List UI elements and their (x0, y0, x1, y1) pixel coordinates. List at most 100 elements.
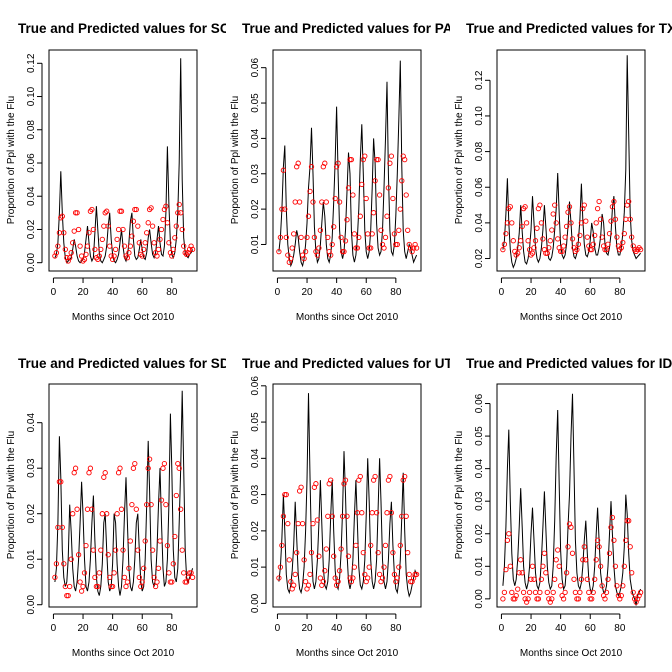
predicted-point (175, 210, 181, 216)
predicted-point (115, 470, 122, 476)
predicted-point (71, 470, 77, 476)
y-tick-label: 0.01 (26, 549, 37, 569)
x-tick-label: 20 (301, 623, 313, 634)
predicted-point (594, 205, 601, 212)
predicted-point (104, 511, 110, 517)
predicted-point (189, 574, 196, 581)
predicted-point (407, 578, 414, 585)
y-tick-label: 0.01 (474, 556, 485, 576)
y-axis-label: Proportion of Ppl with the Flu (230, 431, 241, 559)
predicted-point (292, 571, 298, 578)
predicted-point (507, 204, 513, 210)
y-tick-label: 0.06 (26, 153, 37, 173)
predicted-point (183, 579, 190, 585)
predicted-point (313, 481, 319, 487)
predicted-point (382, 234, 389, 241)
predicted-point (405, 549, 411, 556)
predicted-point (135, 223, 141, 229)
predicted-point (603, 589, 610, 596)
predicted-point (59, 213, 65, 219)
predicted-point (544, 589, 550, 596)
predicted-point (602, 596, 608, 602)
predicted-point (95, 583, 101, 590)
predicted-point (575, 596, 582, 602)
predicted-point (523, 599, 530, 605)
predicted-point (550, 589, 556, 596)
predicted-point (621, 230, 627, 237)
predicted-point (543, 570, 549, 576)
predicted-point (375, 549, 381, 556)
x-tick-label: 80 (390, 287, 402, 298)
predicted-point (152, 250, 159, 256)
predicted-point (368, 542, 374, 549)
predicted-point (372, 473, 378, 480)
predicted-point (351, 564, 358, 570)
predicted-point (568, 220, 574, 226)
predicted-point (599, 234, 605, 240)
predicted-point (575, 241, 582, 247)
predicted-point (399, 178, 405, 184)
predicted-point (369, 231, 375, 237)
predicted-point (353, 245, 359, 251)
plot-data (52, 58, 196, 264)
predicted-point (354, 245, 361, 251)
predicted-point (391, 231, 398, 237)
predicted-point (179, 547, 185, 553)
predicted-point (353, 542, 359, 549)
predicted-point (594, 537, 601, 543)
predicted-point (331, 553, 337, 559)
predicted-point (555, 236, 561, 242)
panel-pa: True and Predicted values for PA Months … (230, 21, 450, 323)
predicted-point (378, 227, 384, 233)
predicted-point (350, 575, 356, 581)
predicted-point (133, 506, 139, 512)
predicted-point (112, 547, 119, 553)
predicted-point (552, 576, 558, 582)
predicted-point (362, 153, 368, 159)
predicted-point (522, 596, 528, 602)
predicted-point (132, 206, 138, 213)
predicted-point (397, 206, 403, 212)
y-axis-label: Proportion of Ppl with the Flu (230, 96, 241, 224)
predicted-point (280, 513, 287, 519)
predicted-point (593, 557, 599, 563)
predicted-point (89, 206, 95, 213)
y-tick-label: 0.03 (474, 491, 485, 511)
predicted-point (186, 570, 193, 576)
predicted-point (308, 164, 315, 170)
predicted-point (304, 234, 310, 241)
predicted-point (528, 576, 534, 582)
predicted-point (403, 513, 409, 519)
predicted-point (189, 246, 196, 253)
predicted-point (633, 599, 639, 605)
predicted-point (525, 596, 531, 602)
predicted-point (620, 583, 626, 589)
predicted-point (565, 544, 571, 550)
predicted-point (553, 557, 559, 563)
predicted-point (130, 465, 137, 471)
predicted-point (555, 547, 561, 553)
predicted-point (596, 198, 602, 205)
predicted-point (627, 216, 633, 222)
x-tick-label: 60 (137, 623, 149, 634)
predicted-point (342, 238, 349, 244)
predicted-point (151, 574, 157, 581)
predicted-point (526, 589, 533, 596)
y-tick-label: 0.12 (26, 53, 37, 73)
predicted-point (387, 473, 393, 480)
predicted-point (298, 484, 304, 490)
predicted-point (596, 544, 602, 550)
predicted-point (405, 227, 411, 233)
y-tick-label: 0.02 (250, 199, 261, 219)
predicted-point (504, 537, 511, 543)
predicted-point (537, 589, 543, 596)
predicted-point (141, 565, 147, 571)
predicted-point (547, 599, 553, 605)
predicted-point (96, 570, 102, 576)
predicted-point (145, 220, 151, 226)
panel-title: True and Predicted values for UT (242, 356, 454, 371)
predicted-point (276, 248, 282, 255)
predicted-point (394, 575, 400, 581)
predicted-point (583, 557, 589, 563)
y-axis-label: Proportion of Ppl with the Flu (6, 96, 17, 224)
